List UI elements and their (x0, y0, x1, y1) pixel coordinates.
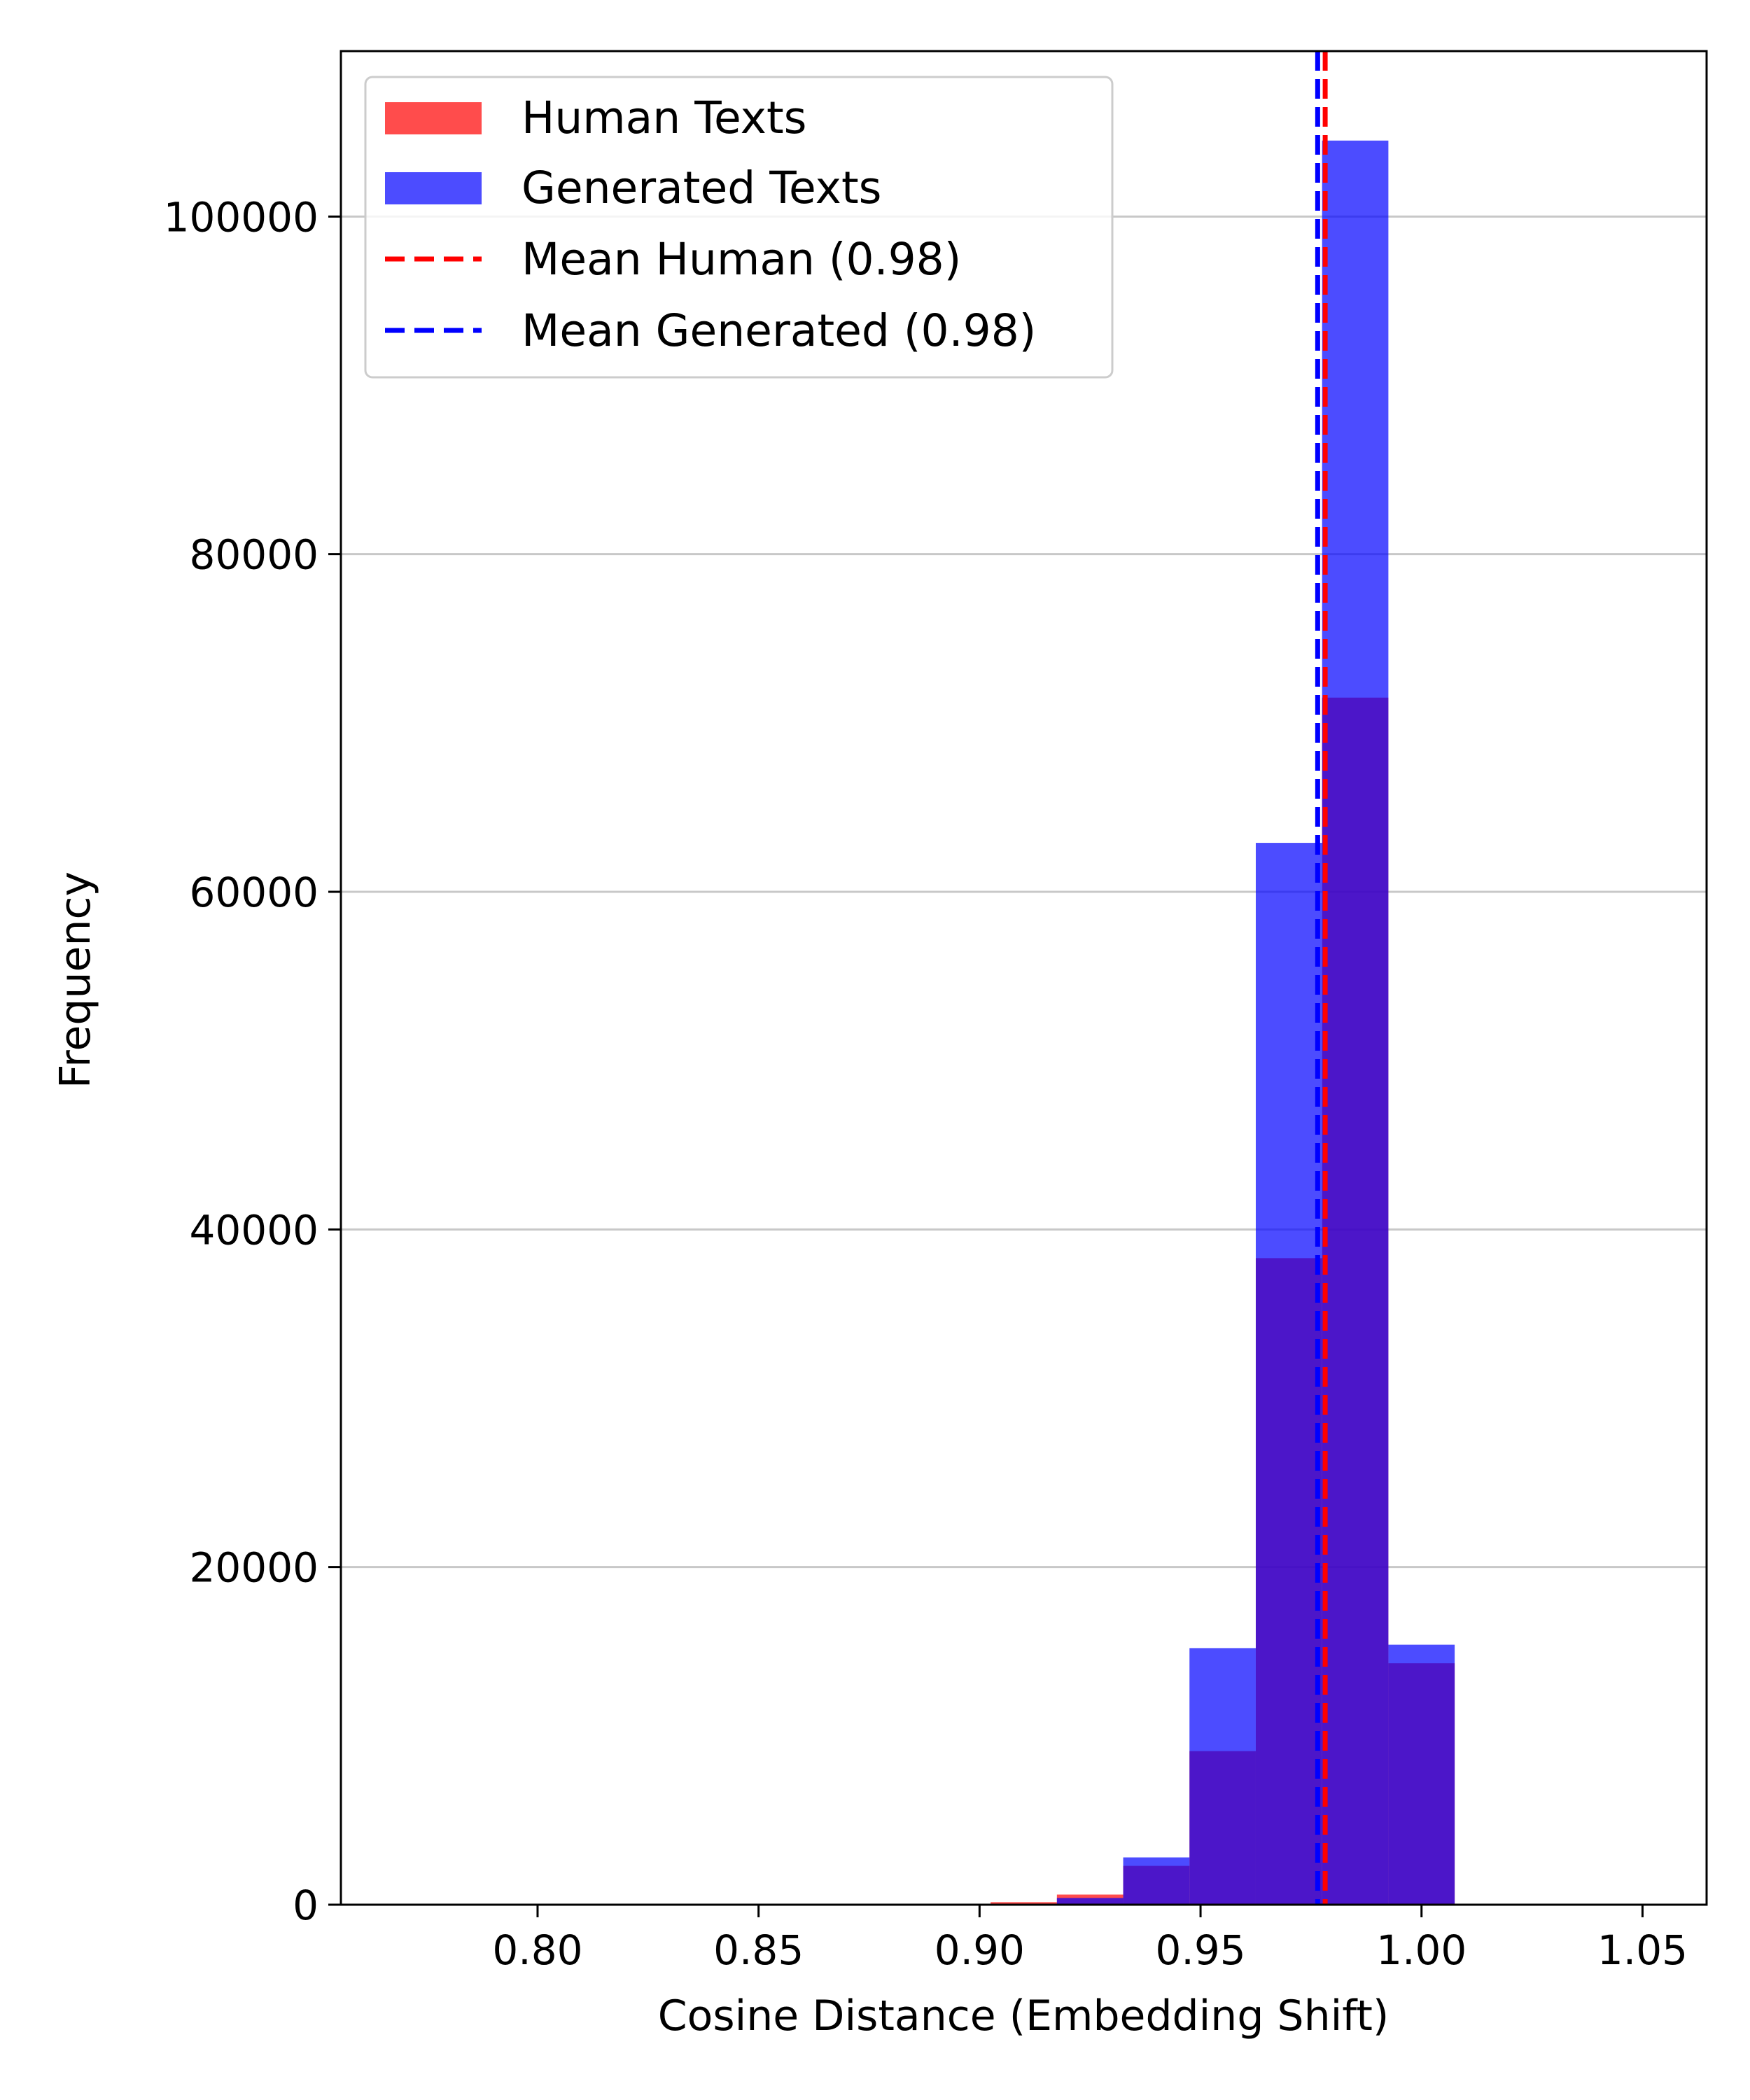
x-axis-ticks: 0.80 0.85 0.90 0.95 1.00 1.05 (492, 1905, 1688, 1974)
y-tick-label-1: 20000 (189, 1544, 318, 1592)
legend-entry-1: Generated Texts (385, 162, 882, 214)
mean-lines (1315, 51, 1328, 1905)
y-axis-ticks: 0 20000 40000 60000 80000 100000 (164, 193, 341, 1929)
x-axis-title: Cosine Distance (Embedding Shift) (658, 1991, 1390, 2040)
y-tick-label-2: 40000 (189, 1206, 318, 1254)
legend-label-2: Mean Human (0.98) (522, 234, 961, 285)
series-1-bars (990, 140, 1455, 1905)
x-tick-label-1: 0.85 (713, 1926, 804, 1974)
x-tick-label-2: 0.90 (934, 1926, 1025, 1974)
x-tick-label-5: 1.05 (1597, 1926, 1688, 1974)
bar-series-1-bin-1 (1056, 1898, 1124, 1905)
bar-series-0-bin-0 (990, 1902, 1057, 1905)
legend-swatch-0 (385, 102, 482, 134)
bar-series-1-bin-4 (1255, 843, 1322, 1905)
legend-swatch-1 (385, 172, 482, 204)
legend-entry-0: Human Texts (385, 92, 806, 144)
bar-series-1-bin-5 (1322, 140, 1389, 1905)
x-tick-label-4: 1.00 (1376, 1926, 1466, 1974)
bar-series-1-bin-3 (1189, 1648, 1256, 1905)
legend-label-3: Mean Generated (0.98) (522, 305, 1036, 356)
x-tick-label-0: 0.80 (492, 1926, 582, 1974)
x-tick-label-3: 0.95 (1155, 1926, 1245, 1974)
grid-lines (341, 215, 1707, 1569)
y-axis-title: Frequency (51, 872, 100, 1088)
legend-entry-3: Mean Generated (0.98) (385, 305, 1036, 356)
legend-label-1: Generated Texts (522, 162, 882, 214)
legend: Human Texts Generated Texts Mean Human (0.… (364, 76, 1114, 379)
y-tick-label-0: 0 (293, 1882, 318, 1929)
legend-box (364, 76, 1114, 379)
histogram-bars (990, 140, 1455, 1905)
legend-entry-2: Mean Human (0.98) (385, 234, 961, 285)
legend-items: Human Texts Generated Texts Mean Human (0.… (385, 92, 1036, 356)
y-tick-label-3: 60000 (189, 869, 318, 916)
bar-series-1-bin-2 (1123, 1857, 1190, 1905)
plot-frame (340, 50, 1708, 1906)
y-tick-label-5: 100000 (164, 193, 318, 241)
legend-label-0: Human Texts (522, 92, 806, 144)
y-tick-label-4: 80000 (189, 531, 318, 579)
bar-series-1-bin-6 (1388, 1644, 1455, 1905)
